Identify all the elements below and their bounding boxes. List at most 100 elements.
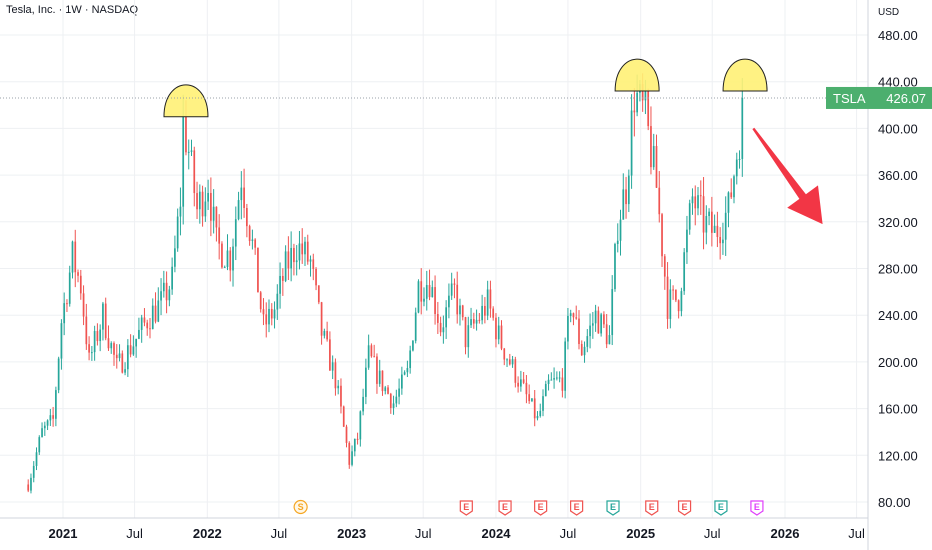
candle-body <box>82 293 85 317</box>
candle-body <box>102 303 104 330</box>
candle-body <box>118 353 121 359</box>
candle-body <box>317 285 320 303</box>
candle-body <box>641 84 644 101</box>
earnings-event-marker[interactable] <box>677 500 692 516</box>
candle-body <box>367 345 370 368</box>
candle-body <box>436 314 439 323</box>
earnings-event-marker[interactable] <box>714 500 728 516</box>
candle-body <box>162 282 165 292</box>
candle-body <box>165 282 168 301</box>
candle-body <box>237 200 240 220</box>
down-arrow-annotation <box>752 127 823 225</box>
candle-body <box>398 388 400 397</box>
candle-body <box>716 225 719 238</box>
candle-body <box>406 368 409 373</box>
candle-body <box>389 393 392 408</box>
candle-body <box>614 244 616 290</box>
candle-body <box>417 281 420 313</box>
candle-body <box>107 338 110 349</box>
candle-body <box>268 308 270 325</box>
candle-body <box>636 92 638 113</box>
candle-body <box>378 370 381 384</box>
candle-body <box>281 275 284 281</box>
y-tick-label: 80.00 <box>878 495 911 510</box>
candle-body <box>616 240 619 245</box>
candle-body <box>240 187 243 201</box>
candle-body <box>154 305 157 322</box>
candle-body <box>735 159 738 177</box>
candle-body <box>323 330 326 336</box>
candle-body <box>448 295 450 308</box>
candle-body <box>442 327 445 333</box>
x-tick-label: 2023 <box>337 526 366 541</box>
candle-body <box>287 251 290 269</box>
candle-body <box>522 379 525 383</box>
candle-body <box>304 241 306 255</box>
candle-body <box>185 115 187 153</box>
y-tick-label: 280.00 <box>878 262 918 277</box>
candle-body <box>334 362 337 389</box>
candle-body <box>320 302 323 336</box>
candle-body <box>204 201 207 217</box>
event-marker-label: E <box>718 502 724 512</box>
candle-body <box>259 292 262 310</box>
peak-highlight-arc <box>722 58 768 92</box>
candle-body <box>647 91 650 127</box>
candle-body <box>387 387 389 394</box>
candle-body <box>558 377 561 379</box>
candle-body <box>38 437 41 453</box>
earnings-event-marker[interactable] <box>606 500 620 516</box>
candle-body <box>226 250 229 267</box>
candle-body <box>27 484 30 491</box>
candle-body <box>301 243 304 255</box>
candle-body <box>589 325 591 337</box>
candle-body <box>464 317 467 348</box>
candle-body <box>713 225 716 233</box>
candle-body <box>356 438 359 440</box>
candle-body <box>730 192 733 198</box>
earnings-event-marker[interactable] <box>534 500 548 516</box>
candle-body <box>146 322 149 329</box>
candle-body <box>340 385 342 407</box>
candle-body <box>348 442 351 465</box>
candle-body <box>699 195 702 197</box>
candle-body <box>337 385 340 389</box>
candle-body <box>486 289 489 316</box>
candle-body <box>293 247 295 263</box>
candle-body <box>140 317 143 330</box>
candle-body <box>370 345 373 357</box>
candle-body <box>619 219 622 241</box>
candle-body <box>603 314 605 325</box>
earnings-event-marker[interactable] <box>459 500 473 516</box>
y-tick-label: 360.00 <box>878 168 918 183</box>
candle-body <box>132 346 135 355</box>
event-marker-label: E <box>502 502 508 512</box>
y-tick-label: 200.00 <box>878 355 918 370</box>
earnings-event-marker[interactable] <box>645 500 659 516</box>
candle-body <box>542 396 544 411</box>
candle-body <box>143 317 146 323</box>
split-event-marker[interactable] <box>293 499 308 515</box>
x-tick-label: Jul <box>704 526 721 541</box>
x-tick-label: 2025 <box>626 526 655 541</box>
candle-body <box>110 343 113 349</box>
candle-body <box>246 208 248 227</box>
candle-body <box>353 438 356 452</box>
candle-body <box>622 189 625 220</box>
earnings-event-marker[interactable] <box>498 500 512 516</box>
candle-body <box>342 406 345 427</box>
candle-body <box>555 377 558 379</box>
earnings-event-marker[interactable] <box>570 500 584 516</box>
candle-body <box>710 211 713 233</box>
earnings-event-marker[interactable] <box>750 500 764 516</box>
candle-body <box>276 293 279 310</box>
candle-body <box>528 394 531 402</box>
candle-body <box>467 325 470 348</box>
candle-body <box>365 367 367 397</box>
candle-body <box>362 396 364 412</box>
candle-body <box>450 283 453 296</box>
y-tick-label: 240.00 <box>878 308 918 323</box>
candle-body <box>533 398 536 419</box>
candle-body <box>373 356 376 358</box>
